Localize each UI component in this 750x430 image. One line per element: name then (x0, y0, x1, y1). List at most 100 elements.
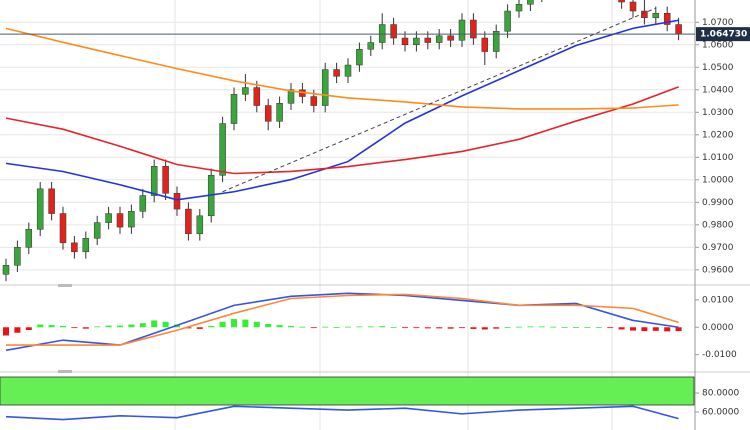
macd-histogram-bar (424, 327, 431, 329)
indicator-line (5, 405, 679, 421)
y-tick-label: 1.0000 (702, 175, 734, 185)
candle-body (390, 24, 397, 39)
candle-body (641, 10, 648, 19)
candle-body (219, 123, 226, 176)
y-tick-label: -0.0100 (702, 350, 737, 360)
macd-histogram-bar (265, 323, 272, 328)
macd-histogram-bar (37, 324, 44, 328)
macd-histogram-bar (402, 327, 408, 329)
macd-histogram-bar (231, 319, 237, 328)
macd-histogram-bar (504, 326, 511, 328)
price-panel (0, 0, 695, 282)
macd-histogram-bar (436, 327, 443, 329)
trendline (222, 7, 656, 193)
candle-body (253, 87, 261, 106)
macd-histogram-bar (71, 327, 78, 329)
candle-body (287, 89, 295, 104)
macd-histogram-bar (481, 327, 488, 330)
candle-body (105, 213, 112, 223)
macd-histogram-bar (584, 326, 591, 328)
y-tick-label: 80.0000 (702, 389, 739, 399)
macd-histogram-bar (196, 327, 203, 329)
candle-body (36, 188, 44, 230)
current-price-label: 1.064730 (700, 30, 747, 40)
macd-histogram-bar (345, 326, 351, 328)
macd-histogram-bar (447, 327, 454, 329)
candle-body (492, 31, 500, 52)
macd-histogram-bar (94, 326, 101, 328)
macd-histogram-bar (117, 325, 123, 328)
current-price-box (696, 27, 750, 42)
candle-body (264, 105, 272, 122)
overbought-zone (0, 376, 695, 406)
y-tick-label: 0.9600 (702, 265, 734, 275)
macd-histogram-bar (607, 327, 614, 329)
macd-histogram-bar (288, 325, 294, 328)
macd-histogram-bar (151, 320, 158, 328)
y-tick-label: 1.0200 (702, 130, 734, 140)
y-tick-label: 0.9700 (702, 243, 734, 253)
macd-histogram-bar (630, 327, 636, 331)
panel-handle[interactable] (58, 370, 72, 373)
y-tick-label: 1.0500 (702, 63, 734, 73)
candle-body (435, 35, 443, 43)
macd-histogram-bar (379, 326, 386, 328)
macd-histogram-bar (573, 326, 579, 328)
y-tick-label: 0.0100 (702, 295, 734, 305)
macd-histogram-bar (459, 327, 465, 329)
candle-body (59, 213, 67, 244)
macd-histogram-bar (48, 325, 55, 328)
macd-histogram-bar (390, 326, 397, 328)
candle-body (139, 195, 147, 212)
candle-body (93, 222, 101, 239)
indicator-line (5, 27, 679, 110)
candle-body (173, 193, 181, 210)
candle-body (48, 188, 55, 214)
candle-body (401, 37, 409, 46)
y-tick-label: 60.0000 (702, 407, 739, 417)
macd-histogram-bar (527, 326, 534, 328)
macd-histogram-bar (276, 325, 283, 328)
candle-body (652, 13, 660, 19)
candle-body (2, 265, 10, 275)
macd-panel (3, 292, 682, 352)
candle-body (447, 35, 454, 41)
candle-body (458, 19, 466, 41)
macd-histogram-bar (538, 326, 545, 328)
indicator-line (6, 293, 679, 346)
macd-histogram-bar (242, 319, 249, 328)
y-tick-label: 1.0700 (702, 18, 734, 28)
y-tick-label: 0.0000 (702, 323, 734, 333)
candle-body (82, 238, 90, 253)
candle-body (71, 242, 78, 253)
candle-body (413, 37, 420, 46)
candle-body (629, 1, 637, 12)
candle-body (504, 10, 511, 32)
macd-histogram-bar (82, 327, 89, 329)
candle-body (378, 24, 386, 43)
candle-body (242, 87, 249, 95)
macd-histogram-bar (367, 326, 374, 328)
candle-body (481, 37, 489, 52)
macd-histogram-bar (128, 324, 135, 328)
panel-handle[interactable] (58, 284, 72, 287)
candle-body (116, 213, 124, 228)
candle-body (321, 69, 329, 106)
macd-histogram-bar (219, 321, 226, 328)
y-tick-label: 1.0600 (702, 40, 734, 50)
macd-histogram-bar (162, 321, 169, 328)
macd-histogram-bar (25, 327, 32, 331)
candle-body (162, 166, 169, 194)
candle-body (618, 0, 625, 3)
candle-body (150, 166, 158, 196)
macd-histogram-bar (493, 327, 500, 329)
macd-histogram-bar (516, 326, 522, 328)
macd-histogram-bar (322, 326, 329, 328)
macd-histogram-bar (675, 327, 682, 332)
indicator-line (5, 19, 679, 201)
rsi-panel (5, 405, 679, 421)
macd-histogram-bar (333, 326, 340, 328)
